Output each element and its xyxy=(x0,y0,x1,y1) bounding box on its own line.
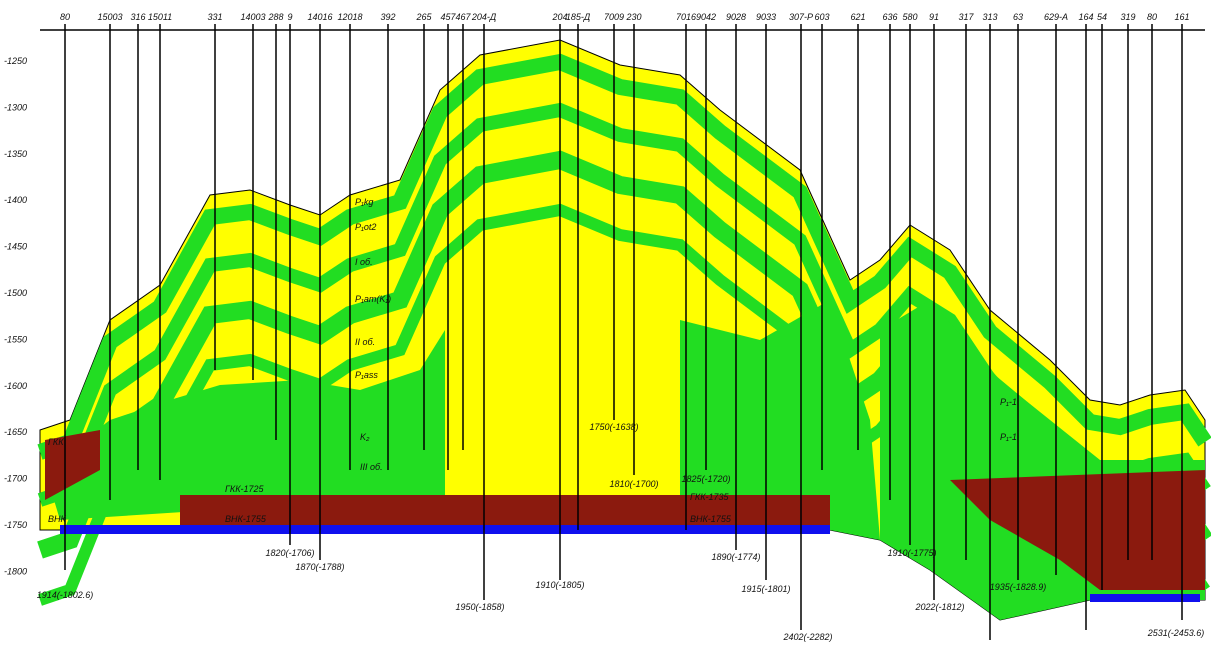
well-label: 63 xyxy=(1013,12,1023,22)
well-label: 307-Р xyxy=(789,12,813,22)
depth-label: -1350 xyxy=(4,149,27,159)
layer-annotation: ГКК-1725 xyxy=(225,484,265,494)
well-label: 9028 xyxy=(726,12,746,22)
water-contact xyxy=(60,525,830,534)
well-label: 80 xyxy=(60,12,70,22)
layer-annotation: P₁ot2 xyxy=(355,222,376,232)
layer-annotation: ВНК-1755 xyxy=(225,514,267,524)
well-label: 621 xyxy=(850,12,865,22)
depth-label: -1550 xyxy=(4,334,27,344)
depth-label: -1250 xyxy=(4,56,27,66)
depth-label: -1750 xyxy=(4,520,27,530)
well-label: 7016 xyxy=(676,12,696,22)
well-bottom-label: 1915(-1801) xyxy=(741,584,790,594)
depth-label: -1800 xyxy=(4,566,27,576)
layer-annotation: P₁am(K₁) xyxy=(355,294,391,304)
depth-label: -1300 xyxy=(4,102,27,112)
well-label: 91 xyxy=(929,12,939,22)
well-label: 14003 xyxy=(240,12,265,22)
layer-annotation: I об. xyxy=(355,257,373,267)
well-label: 580 xyxy=(902,12,917,22)
well-label: 9042 xyxy=(696,12,716,22)
well-label: 265 xyxy=(415,12,432,22)
depth-label: -1600 xyxy=(4,381,27,391)
well-label: 15003 xyxy=(97,12,122,22)
water-contact xyxy=(1090,594,1200,602)
well-bottom-label: 1825(-1720) xyxy=(681,474,730,484)
well-label: 204-Д xyxy=(471,12,497,22)
well-bottom-label: 1950(-1858) xyxy=(455,602,504,612)
well-bottom-label: 1890(-1774) xyxy=(711,552,760,562)
well-label: 603 xyxy=(814,12,829,22)
depth-label: -1500 xyxy=(4,288,27,298)
well-bottom-label: 1820(-1706) xyxy=(265,548,314,558)
depth-label: -1450 xyxy=(4,242,27,252)
well-label: 313 xyxy=(982,12,997,22)
layer-annotation: III об. xyxy=(360,462,383,472)
well-bottom-label: 1870(-1788) xyxy=(295,562,344,572)
layer-annotation: K₂ xyxy=(360,432,370,442)
well-label: 317 xyxy=(958,12,974,22)
layer-annotation: ВНК xyxy=(48,514,67,524)
well-bottom-label: 1914(-1802.6) xyxy=(37,590,94,600)
depth-label: -1700 xyxy=(4,474,27,484)
layer-annotation: P₁ass xyxy=(355,370,378,380)
well-label: 185-Д xyxy=(566,12,591,22)
well-label: 629-А xyxy=(1044,12,1068,22)
cross-section: 80 15003 31615011 331 14003288 9 14016 12018 392… xyxy=(0,0,1211,648)
depth-label: -1400 xyxy=(4,195,27,205)
layer-annotation: P₁-1 xyxy=(1000,397,1017,407)
layer-annotation: ГКК xyxy=(48,437,64,447)
well-bottom-label: 1810(-1700) xyxy=(609,479,658,489)
oil-zone xyxy=(180,495,830,527)
well-label: 164 xyxy=(1078,12,1093,22)
well-label: 12018 xyxy=(337,12,362,22)
well-bottom-label: 1935(-1828.9) xyxy=(990,582,1047,592)
layer-annotation: II об. xyxy=(355,337,375,347)
well-label: 288 xyxy=(267,12,283,22)
layer-annotation: P₁kg xyxy=(355,197,373,207)
well-bottom-label: 2022(-1812) xyxy=(914,602,964,612)
well-label: 636 xyxy=(882,12,897,22)
well-label: 54 xyxy=(1097,12,1107,22)
well-label: 80 xyxy=(1147,12,1157,22)
well-bottom-label: 2402(-2282) xyxy=(782,632,832,642)
well-label: 392 xyxy=(380,12,395,22)
well-label: 9033 xyxy=(756,12,776,22)
well-bottom-label: 1910(-1805) xyxy=(535,580,584,590)
well-label: 14016 xyxy=(307,12,332,22)
layer-annotation: ГКК-1735 xyxy=(690,492,730,502)
well-bottom-label: 1750(-1638) xyxy=(589,422,638,432)
layer-annotation: ВНК-1755 xyxy=(690,514,732,524)
well-label: 9 xyxy=(287,12,292,22)
well-label: 467 xyxy=(455,12,471,22)
well-label: 319 xyxy=(1120,12,1135,22)
well-label: 15011 xyxy=(148,12,172,22)
well-label: 7009 xyxy=(604,12,624,22)
well-label: 457 xyxy=(440,12,456,22)
layer-annotation: P₁-1 xyxy=(1000,432,1017,442)
well-bottom-label: 1910(-1775) xyxy=(887,548,936,558)
depth-label: -1650 xyxy=(4,427,27,437)
well-label: 331 xyxy=(207,12,222,22)
well-bottom-label: 2531(-2453.6) xyxy=(1147,628,1205,638)
well-label: 161 xyxy=(1174,12,1189,22)
well-label: 230 xyxy=(625,12,641,22)
well-label: 316 xyxy=(130,12,145,22)
